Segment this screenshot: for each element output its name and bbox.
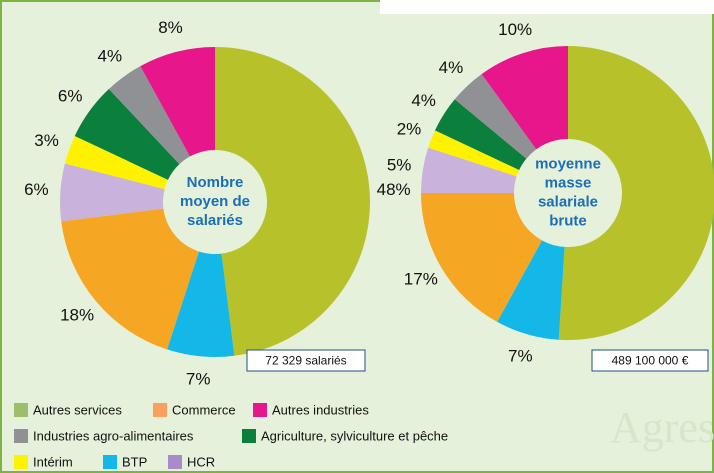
top-strip <box>380 0 714 14</box>
donut-slice <box>481 46 568 150</box>
slice-label: 6% <box>58 86 83 105</box>
donut-slice <box>428 130 520 177</box>
legend-label: Intérim <box>33 454 73 469</box>
total-box <box>246 349 366 372</box>
slice-label: 7% <box>508 347 533 366</box>
total-label: 489 100 000 € <box>612 354 689 368</box>
legend-swatch <box>103 455 117 469</box>
donut-slice <box>558 46 714 340</box>
legend-swatch <box>14 403 28 417</box>
slice-label: 6% <box>24 180 49 199</box>
legend-label: Industries agro-alimentaires <box>33 428 194 443</box>
legend-swatch <box>153 403 167 417</box>
donut-slice <box>454 74 537 159</box>
legend-swatch <box>168 455 182 469</box>
legend-label: Autres services <box>33 402 122 417</box>
legend-label: Autres industries <box>272 402 369 417</box>
donut-slice <box>108 66 190 165</box>
slice-label: 4% <box>97 47 122 66</box>
center-text: salariés <box>187 212 243 229</box>
donut-slice <box>60 163 165 222</box>
donut-slice <box>61 208 199 350</box>
donut-slice <box>434 99 527 171</box>
watermark: Agres <box>610 403 714 452</box>
slice-label: 10% <box>498 20 532 39</box>
donut-slice <box>140 47 215 157</box>
total-box <box>591 349 709 372</box>
donut-slice <box>421 193 542 322</box>
slice-label: 4% <box>439 58 464 77</box>
legend-swatch <box>253 403 267 417</box>
legend-label: HCR <box>187 454 215 469</box>
slice-label: 3% <box>34 131 59 150</box>
center-text: masse <box>545 174 592 191</box>
donut-slice <box>215 47 371 356</box>
slice-label: 5% <box>387 156 412 175</box>
slice-label: 8% <box>158 18 183 37</box>
center-text: Nombre <box>187 174 244 191</box>
center-text: moyenne <box>535 155 601 172</box>
donut-slice <box>74 89 180 180</box>
donut-slice <box>167 251 235 357</box>
donut-slice <box>64 136 168 190</box>
slice-label: 48% <box>377 180 411 199</box>
slice-label: 2% <box>397 120 422 139</box>
total-label: 72 329 salariés <box>265 354 346 368</box>
slice-label: 4% <box>411 91 436 110</box>
legend-label: Agriculture, sylviculture et pêche <box>261 428 448 443</box>
slice-label: 18% <box>60 306 94 325</box>
legend-swatch <box>242 429 256 443</box>
donut-slice <box>497 240 565 340</box>
legend-swatch <box>14 455 28 469</box>
donut-slice <box>421 147 517 193</box>
legend-label: BTP <box>122 454 147 469</box>
center-text: moyen de <box>180 193 250 210</box>
legend-label: Commerce <box>172 402 236 417</box>
center-text: brute <box>549 212 587 229</box>
slice-label: 7% <box>186 370 211 389</box>
legend-swatch <box>14 429 28 443</box>
slice-label: 17% <box>404 270 438 289</box>
center-text: salariale <box>538 193 598 210</box>
